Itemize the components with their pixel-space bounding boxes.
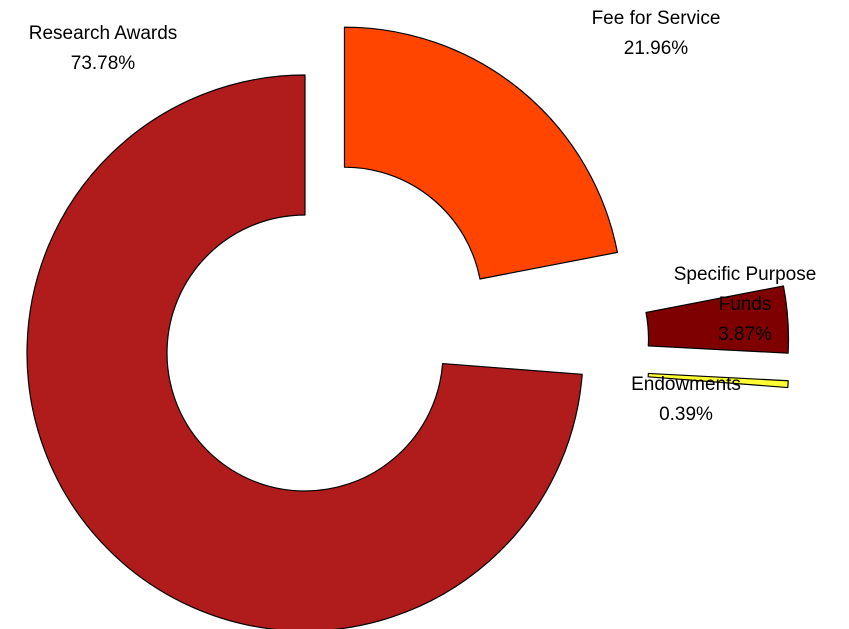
slice-label-endowments: Endowments 0.39%: [631, 374, 741, 425]
slice-label-research-awards: Research Awards 73.78%: [29, 23, 178, 74]
slice-research-awards: [26, 74, 583, 629]
slice-value-text: 3.87%: [718, 324, 772, 345]
slice-value-text: 21.96%: [624, 38, 689, 59]
slice-label-specific-purpose-funds: Specific Purpose Funds 3.87%: [674, 264, 817, 345]
slice-label-fee-for-service: Fee for Service 21.96%: [592, 8, 721, 59]
slice-value-text: 0.39%: [659, 404, 713, 425]
slice-name-text: Fee for Service: [592, 8, 721, 29]
chart-labels: Fee for Service 21.96% Specific Purpose Fun…: [29, 8, 817, 425]
chart-slices: [26, 26, 790, 629]
slice-fee-for-service: [343, 26, 619, 280]
slice-name-text: Endowments: [631, 374, 741, 395]
slice-specific-purpose-funds: [645, 285, 790, 354]
slice-endowments: [647, 372, 789, 389]
slice-name-text: Funds: [719, 294, 772, 315]
slice-name-text: Specific Purpose: [674, 264, 817, 285]
slice-name-text: Research Awards: [29, 23, 178, 44]
slice-value-text: 73.78%: [71, 53, 136, 74]
